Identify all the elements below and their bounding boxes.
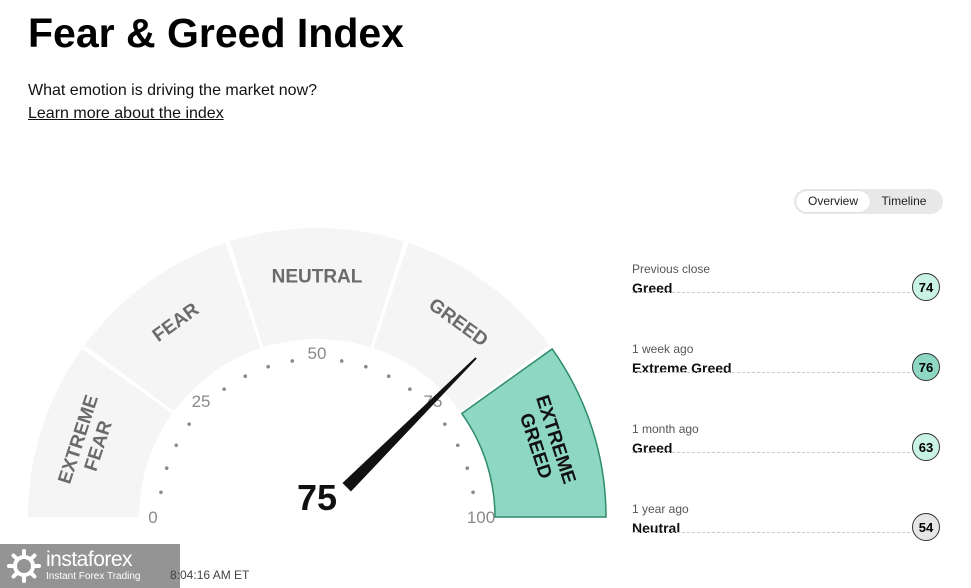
segment-label-neutral: NEUTRAL xyxy=(272,267,363,288)
gauge-dot xyxy=(266,364,270,369)
history-rating: Greed xyxy=(632,280,673,296)
learn-more-link[interactable]: Learn more about the index xyxy=(28,105,224,122)
divider xyxy=(632,452,910,453)
segment-greed xyxy=(373,242,550,412)
view-toggle: Overview Timeline xyxy=(794,189,943,214)
gauge-value: 75 xyxy=(297,477,337,518)
segment-neutral xyxy=(229,228,405,348)
gauge-value-hub xyxy=(259,459,375,575)
gauge-dot xyxy=(174,443,179,448)
history-value-badge: 63 xyxy=(912,433,940,461)
gauge-dot xyxy=(243,374,248,379)
history-period: Previous close xyxy=(632,262,711,276)
gauge-dot xyxy=(187,422,191,426)
history-rating: Neutral xyxy=(632,520,681,536)
gauge-needle xyxy=(342,357,477,492)
gauge-dot xyxy=(443,422,447,426)
gauge-dot xyxy=(471,490,475,495)
history-1-week-ago: 1 week ago Extreme Greed 76 xyxy=(632,342,940,402)
history-period: 1 week ago xyxy=(632,342,694,356)
gauge-tick-label: 0 xyxy=(148,508,157,527)
watermark-tagline: Instant Forex Trading xyxy=(46,571,141,582)
page-subtitle: What emotion is driving the market now? xyxy=(28,82,318,99)
segment-fear xyxy=(84,242,261,412)
gauge-dot xyxy=(290,359,295,363)
history-rating: Extreme Greed xyxy=(632,360,732,376)
gauge-dot xyxy=(465,466,470,470)
gauge-tick-label: 50 xyxy=(308,344,327,363)
segment-extreme-greed xyxy=(460,347,607,518)
history-value-badge: 76 xyxy=(912,353,940,381)
gauge-dot xyxy=(455,443,460,448)
instaforex-watermark: instaforex Instant Forex Trading xyxy=(0,544,180,588)
gauge-dot xyxy=(386,374,391,379)
gauge-dot xyxy=(164,466,169,470)
page-title: Fear & Greed Index xyxy=(28,10,404,56)
history-rating: Greed xyxy=(632,440,673,456)
history-period: 1 year ago xyxy=(632,502,689,516)
instaforex-logo-icon xyxy=(7,549,41,583)
last-updated-text: 8:04:16 AM ET xyxy=(170,568,250,582)
gauge-dot xyxy=(222,387,226,391)
history-1-year-ago: 1 year ago Neutral 54 xyxy=(632,502,940,562)
gauge-tick-label: 25 xyxy=(192,392,211,411)
gauge-dot xyxy=(364,364,368,369)
gauge-tick-label: 100 xyxy=(467,508,495,527)
gauge-dot xyxy=(159,490,163,495)
watermark-brand: instaforex xyxy=(46,548,133,571)
history-1-month-ago: 1 month ago Greed 63 xyxy=(632,422,940,482)
gauge-dot xyxy=(339,359,344,363)
segment-extreme-fear xyxy=(28,348,173,517)
divider xyxy=(632,372,910,373)
gauge-dot xyxy=(408,387,412,391)
history-value-badge: 54 xyxy=(912,513,940,541)
divider xyxy=(632,292,910,293)
history-value-badge: 74 xyxy=(912,273,940,301)
tab-timeline[interactable]: Timeline xyxy=(881,194,927,208)
history-previous-close: Previous close Greed 74 xyxy=(632,262,940,322)
divider xyxy=(632,532,910,533)
tab-overview[interactable]: Overview xyxy=(796,191,870,212)
history-period: 1 month ago xyxy=(632,422,699,436)
